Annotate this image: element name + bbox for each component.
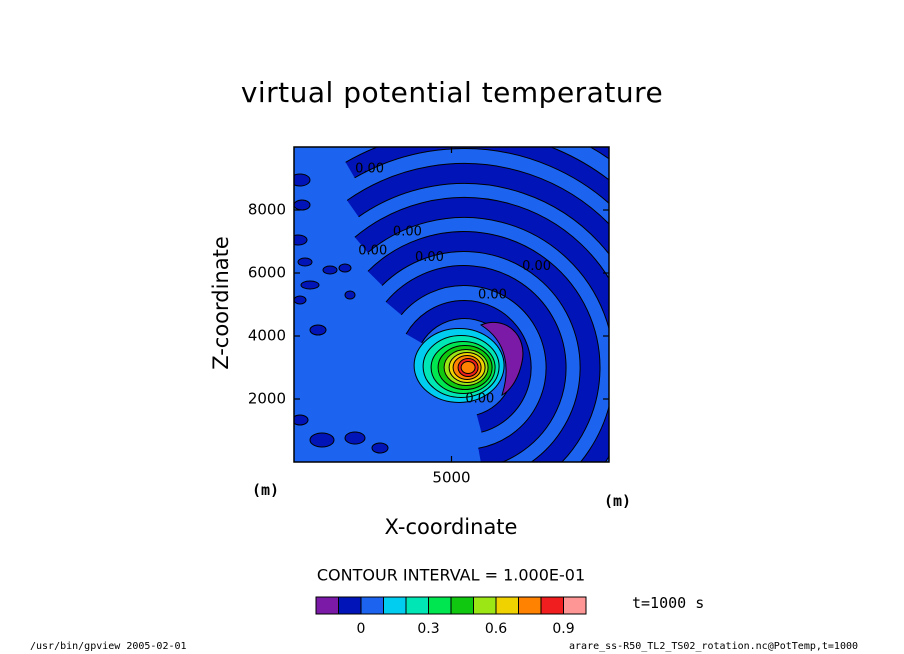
- colorbar-swatch: [518, 596, 542, 615]
- contour-line: [381, 251, 581, 462]
- y-tick-label: 6000: [248, 264, 286, 282]
- noise-blob: [294, 234, 308, 246]
- colorbar-swatch: [315, 596, 339, 615]
- colorbar-swatch: [428, 596, 452, 615]
- noise-blob: [322, 265, 338, 275]
- wave-band: [385, 265, 567, 462]
- contour-label: 0.00: [393, 225, 422, 240]
- colorbar-tick-label: 0: [357, 621, 366, 637]
- noise-blob: [294, 199, 311, 211]
- chart-title: virtual potential temperature: [240, 76, 664, 109]
- contour-line: [400, 285, 547, 449]
- noise-blob: [294, 295, 307, 305]
- noise-blob: [338, 263, 352, 273]
- noise-blob: [309, 324, 327, 336]
- time-label: t=1000 s: [632, 594, 705, 612]
- contour-label: 0.00: [465, 392, 494, 407]
- x-tick-label: 5000: [432, 469, 470, 487]
- wave-band: [347, 163, 609, 255]
- contour-line: [385, 265, 567, 462]
- footer-right: arare_ss-R50_TL2_TS02_rotation.nc@PotTem…: [569, 641, 858, 652]
- colorbar-swatch: [495, 596, 519, 615]
- contour-line: [346, 163, 609, 225]
- colorbar-swatch: [383, 596, 407, 615]
- contour-interval-label: CONTOUR INTERVAL = 1.000E-01: [316, 565, 586, 585]
- noise-blob: [344, 431, 366, 445]
- noise-blob: [371, 442, 389, 454]
- colorbar-tick-label: 0.9: [552, 621, 574, 637]
- contour-label: 0.00: [355, 162, 384, 177]
- colorbar-swatch: [360, 596, 384, 615]
- contour-line: [358, 183, 609, 255]
- colorbar-tick-label: 0.3: [417, 621, 439, 637]
- colorbar-swatch: [338, 596, 362, 615]
- contour-line: [367, 231, 601, 462]
- noise-blob: [300, 280, 320, 290]
- wave-band: [367, 231, 601, 462]
- contour-line: [354, 148, 609, 205]
- noise-blob: [344, 290, 356, 300]
- contour-line: [367, 217, 609, 462]
- noise-blob: [309, 432, 335, 448]
- y-tick-label: 4000: [248, 327, 286, 345]
- y-tick-label: 2000: [248, 390, 286, 408]
- colorbar-swatch: [450, 596, 474, 615]
- colorbar-swatch: [473, 596, 497, 615]
- z-unit-label: (m): [252, 481, 280, 499]
- y-tick-label: 8000: [248, 201, 286, 219]
- thermal-contour: [460, 361, 476, 374]
- noise-blob: [294, 414, 309, 426]
- wave-band: [354, 197, 609, 462]
- colorbar-swatch: [563, 596, 587, 615]
- contour-line: [354, 197, 609, 462]
- colorbar-swatch: [405, 596, 429, 615]
- colorbar-tick-label: 0.6: [485, 621, 507, 637]
- x-axis-label: X-coordinate: [384, 515, 518, 539]
- noise-blob: [297, 257, 313, 267]
- contour-label: 0.00: [358, 243, 387, 258]
- noise-blob: [294, 173, 311, 187]
- negative-anomaly: [479, 321, 524, 396]
- contour-label: 0.00: [522, 259, 551, 274]
- footer-left: /usr/bin/gpview 2005-02-01: [30, 641, 187, 652]
- colorbar-swatch: [540, 596, 564, 615]
- contour-label: 0.00: [478, 288, 507, 303]
- x-unit-label: (m): [604, 492, 632, 510]
- contour-line: [405, 300, 532, 433]
- contour-label: 0.00: [415, 250, 444, 265]
